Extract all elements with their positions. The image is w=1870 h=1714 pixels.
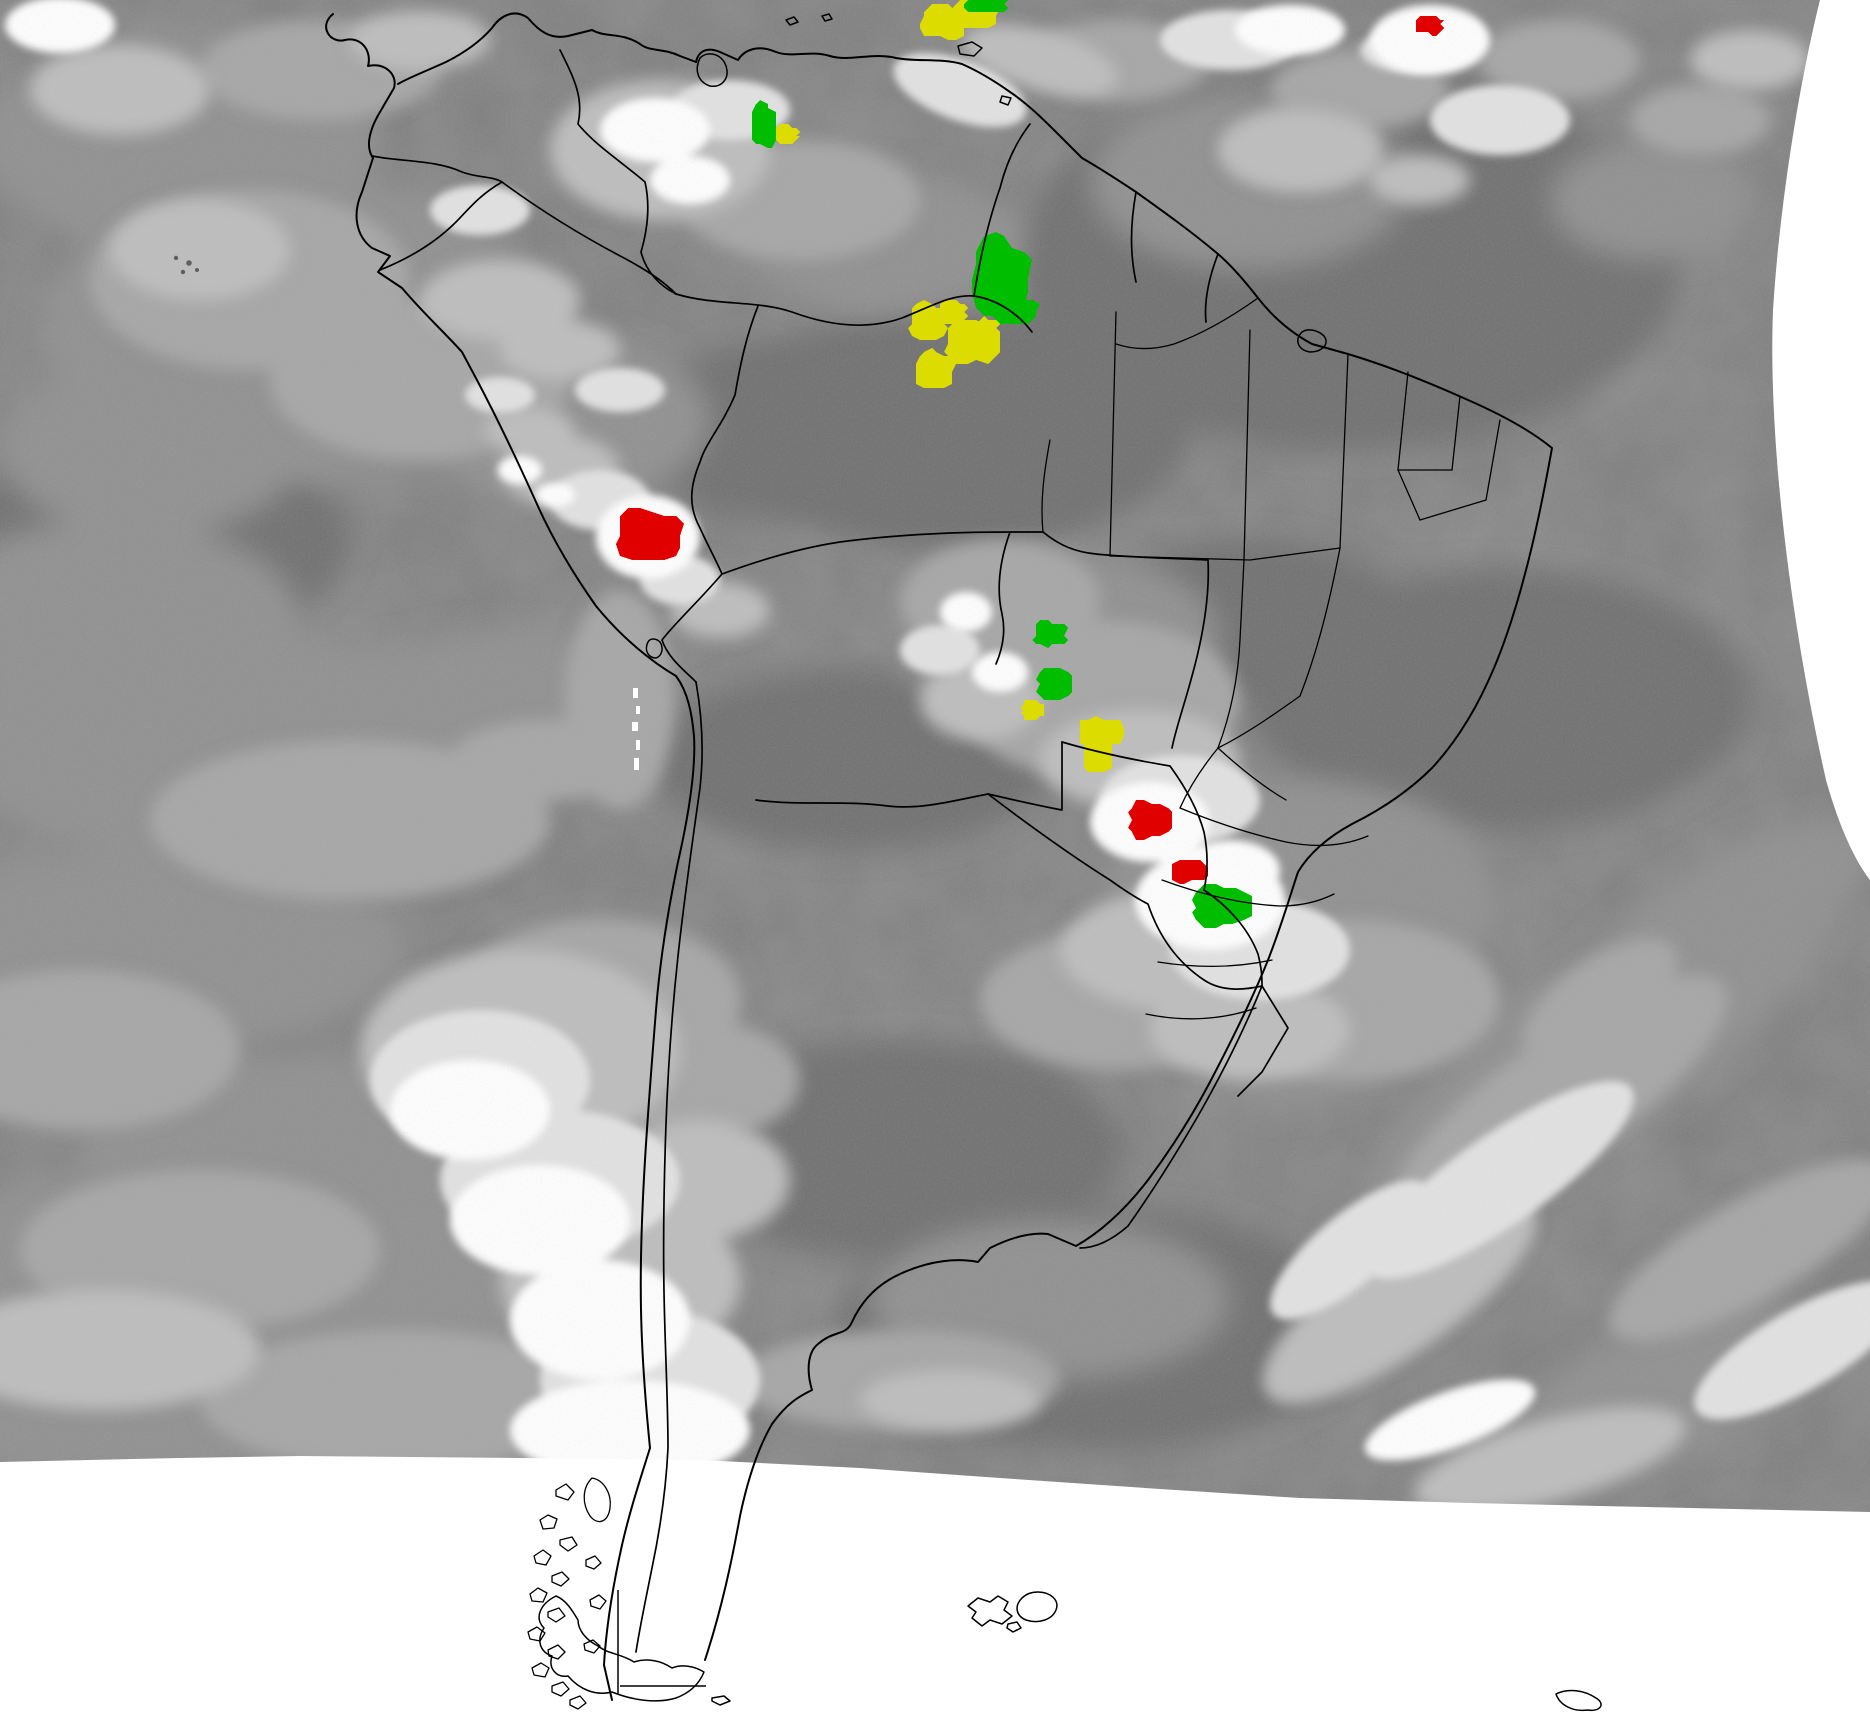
border-suriname-frguiana — [1204, 253, 1219, 323]
storm-cell-guyana-green-large — [972, 232, 1032, 316]
storm-cell-roraima-yellow-d — [916, 348, 956, 388]
border-paraguay-argentina-misiones — [1203, 889, 1263, 987]
storm-cell-roraima-yellow-b — [936, 300, 968, 324]
lake-maracaibo-outline — [696, 53, 728, 87]
caribbean-islet-b — [821, 13, 833, 22]
storm-cell-parana-red-small — [1172, 860, 1208, 884]
state-borders — [1041, 297, 1501, 1020]
storm-cell-guyana-green-lobe — [992, 292, 1040, 324]
falkland-west-outline — [967, 1595, 1013, 1627]
storm-cell-roraima-yellow-a — [908, 300, 948, 340]
marajo-island-outline — [1297, 329, 1327, 353]
storm-cells-layer — [616, 0, 1444, 928]
border-guyana-suriname — [1130, 191, 1137, 283]
storm-cell-bolivia-green-b — [1036, 668, 1072, 700]
border-peru-bolivia — [661, 573, 723, 683]
storm-cell-peru-red — [616, 508, 684, 560]
chiloe-outline — [583, 1477, 611, 1523]
tierra-del-fuego-outline — [538, 1595, 705, 1702]
storm-cell-saopaulo-green — [1192, 884, 1252, 928]
country-borders — [371, 49, 1289, 1653]
islands-south-atlantic — [967, 1591, 1602, 1712]
border-peru-brazil — [690, 305, 759, 575]
storm-cell-venezuela-green — [752, 100, 776, 148]
scan-edge-right — [1772, 0, 1870, 880]
border-argentina-paraguay — [987, 793, 1263, 990]
sensor-grain — [0, 0, 1870, 1480]
storm-cell-paraguay-yellow-b — [1084, 740, 1112, 772]
border-venezuela-colombia — [559, 49, 677, 295]
storm-cell-roraima-yellow-e — [976, 316, 1000, 336]
border-bolivia-brazil — [721, 531, 1210, 749]
border-guyana-venezuela — [973, 123, 1031, 297]
border-venezuela-brazil-guyana — [675, 293, 1033, 333]
water-and-islands — [645, 13, 1327, 659]
storm-cell-atlantic-red — [1416, 16, 1444, 36]
border-argentina-uruguay — [1079, 985, 1263, 1249]
border-bolivia-argentina — [755, 793, 989, 808]
border-colombia-peru — [501, 181, 677, 295]
caribbean-islet-a — [785, 16, 799, 26]
falkland-east-outline — [1016, 1591, 1058, 1623]
isla-estados — [711, 1695, 731, 1706]
atlantic-coast — [397, 12, 1553, 1661]
storm-cell-parana-red-large — [1128, 800, 1172, 840]
south-georgia-outline — [1555, 1689, 1602, 1712]
border-paraguay-brazil — [1061, 741, 1208, 891]
scan-edge-bottom — [0, 1456, 1870, 1714]
falkland-islet — [1006, 1621, 1022, 1633]
storm-cell-north-coast-green — [964, 0, 1008, 12]
border-bolivia-brazil-river — [995, 531, 1011, 665]
storm-cell-bolivia-green-a — [1032, 620, 1068, 648]
border-ecuador-peru — [379, 181, 503, 271]
storm-cell-venezuela-yellow — [776, 124, 800, 144]
lake-titicaca-outline — [645, 638, 663, 659]
orinoco-islet — [999, 95, 1012, 106]
storm-cell-bolivia-yellow-small — [1020, 700, 1044, 720]
tierra-del-fuego — [538, 1590, 731, 1706]
coastline — [325, 12, 1553, 1701]
border-argentina-chile — [635, 681, 703, 1653]
border-bolivia-paraguay — [987, 741, 1063, 811]
border-colombia-ecuador — [371, 155, 503, 183]
trinidad-outline — [957, 41, 983, 57]
andes-snow-dashes — [632, 688, 640, 770]
galapagos-specks — [173, 255, 199, 275]
border-uruguay-brazil — [1237, 985, 1289, 1097]
pacific-coast — [325, 13, 696, 1701]
